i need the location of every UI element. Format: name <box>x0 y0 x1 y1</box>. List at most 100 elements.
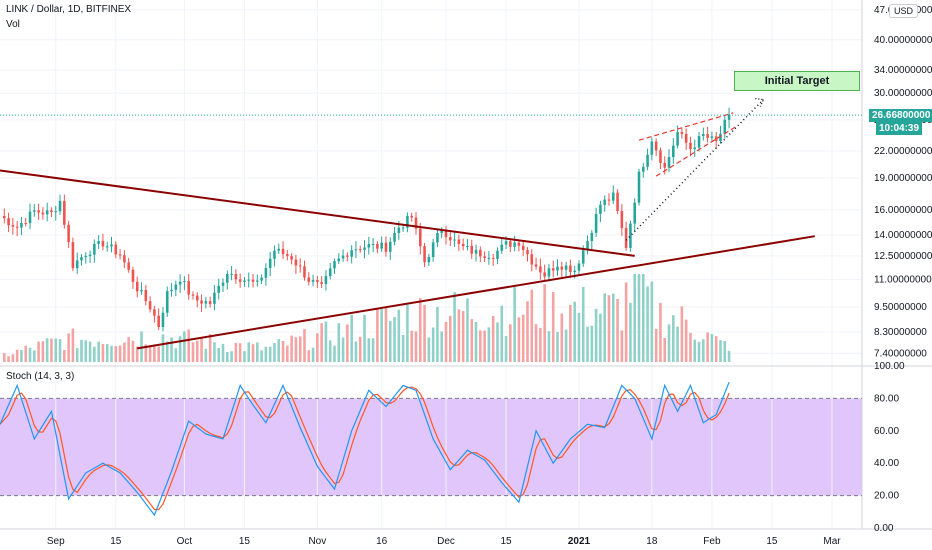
price-tick-label: 34.00000000 <box>874 65 932 76</box>
volume-bar <box>3 353 6 362</box>
volume-bar <box>238 343 242 362</box>
candle-body <box>689 142 692 150</box>
volume-bar <box>371 338 375 362</box>
candle-body <box>135 281 139 292</box>
stoch-tick-label: 40.00 <box>874 458 899 469</box>
price-pane <box>0 0 862 366</box>
candle-body <box>84 255 88 258</box>
volume-bar <box>234 342 238 362</box>
volume-bar <box>346 324 349 362</box>
volume-bar <box>702 339 705 362</box>
volume-bar <box>509 324 512 362</box>
volume-bar <box>560 313 564 362</box>
volume-bar <box>710 334 714 362</box>
volume-bar <box>110 345 113 362</box>
candle-body <box>324 276 328 284</box>
volume-bar <box>358 336 362 362</box>
candle-body <box>148 301 152 310</box>
candle-body <box>358 249 362 251</box>
candle-body <box>28 211 32 224</box>
candle-body <box>453 239 456 241</box>
volume-bar <box>337 323 341 362</box>
candle-body <box>534 264 538 267</box>
volume-bar <box>153 344 156 362</box>
candle-body <box>706 133 709 138</box>
volume-bar <box>689 332 692 362</box>
volume-bar <box>577 312 581 362</box>
candle-body <box>714 136 718 141</box>
volume-bar <box>50 338 53 362</box>
volume-bar <box>105 344 109 362</box>
volume-bar <box>397 309 401 362</box>
volume-bar <box>286 345 289 362</box>
candle-body <box>217 285 221 293</box>
candle-body <box>3 216 6 219</box>
volume-bar <box>650 281 654 362</box>
volume-bar <box>367 338 371 362</box>
volume-bar <box>616 299 619 362</box>
volume-bar <box>311 347 315 362</box>
volume-bar <box>530 289 534 362</box>
volume-bar <box>84 340 88 362</box>
volume-bar <box>324 321 328 362</box>
volume-bar <box>569 305 572 362</box>
candle-body <box>693 147 697 150</box>
candle-body <box>414 217 418 229</box>
candle-body <box>7 218 10 226</box>
candle-body <box>431 242 435 258</box>
stoch-label: Stoch (14, 3, 3) <box>6 371 75 382</box>
volume-bar <box>388 320 392 362</box>
volume-bar <box>200 338 203 362</box>
candle-body <box>311 280 315 282</box>
candle-body <box>457 239 461 244</box>
candle-body <box>294 259 298 266</box>
volume-bar <box>727 350 731 362</box>
candle-body <box>45 210 49 215</box>
price-tick-label: 7.40000000 <box>874 348 927 359</box>
volume-bar <box>466 298 469 362</box>
volume-bar <box>208 334 212 362</box>
volume-bar <box>333 345 336 362</box>
candle-body <box>410 215 413 218</box>
candle-body <box>723 119 727 134</box>
candle-body <box>75 260 79 269</box>
volume-bar <box>641 274 645 362</box>
volume-bar <box>436 306 439 362</box>
candle-body <box>123 255 126 263</box>
volume-bar <box>693 339 697 362</box>
candle-body <box>127 262 130 270</box>
volume-bar <box>183 331 186 362</box>
volume-bar <box>187 329 190 362</box>
initial-target-box[interactable]: Initial Target <box>734 71 860 91</box>
volume-bar <box>123 342 126 362</box>
currency-button[interactable]: USD <box>889 4 919 18</box>
candle-body <box>110 244 113 247</box>
candle-body <box>131 269 135 282</box>
candle-body <box>337 258 341 262</box>
candle-body <box>268 258 272 268</box>
volume-bar <box>75 348 79 362</box>
candle-body <box>697 136 701 148</box>
volume-bar <box>28 347 32 362</box>
candle-body <box>174 284 178 290</box>
volume-bar <box>80 339 83 362</box>
volume-bar <box>213 342 216 362</box>
volume-bar <box>54 338 58 362</box>
volume-bar <box>294 337 298 362</box>
volume-bar <box>363 314 366 362</box>
volume-bar <box>350 314 353 362</box>
candle-body <box>238 279 242 282</box>
candle-body <box>298 265 302 267</box>
candle-body <box>71 242 75 269</box>
volume-bar <box>564 329 568 362</box>
candle-body <box>526 249 529 255</box>
candle-body <box>530 254 534 265</box>
candle-body <box>397 227 401 233</box>
candle-body <box>80 257 83 261</box>
volume-bar <box>144 344 148 362</box>
candle-body <box>320 282 323 284</box>
volume-bar <box>418 298 422 362</box>
volume-bar <box>719 340 722 362</box>
volume-bar <box>243 351 246 362</box>
